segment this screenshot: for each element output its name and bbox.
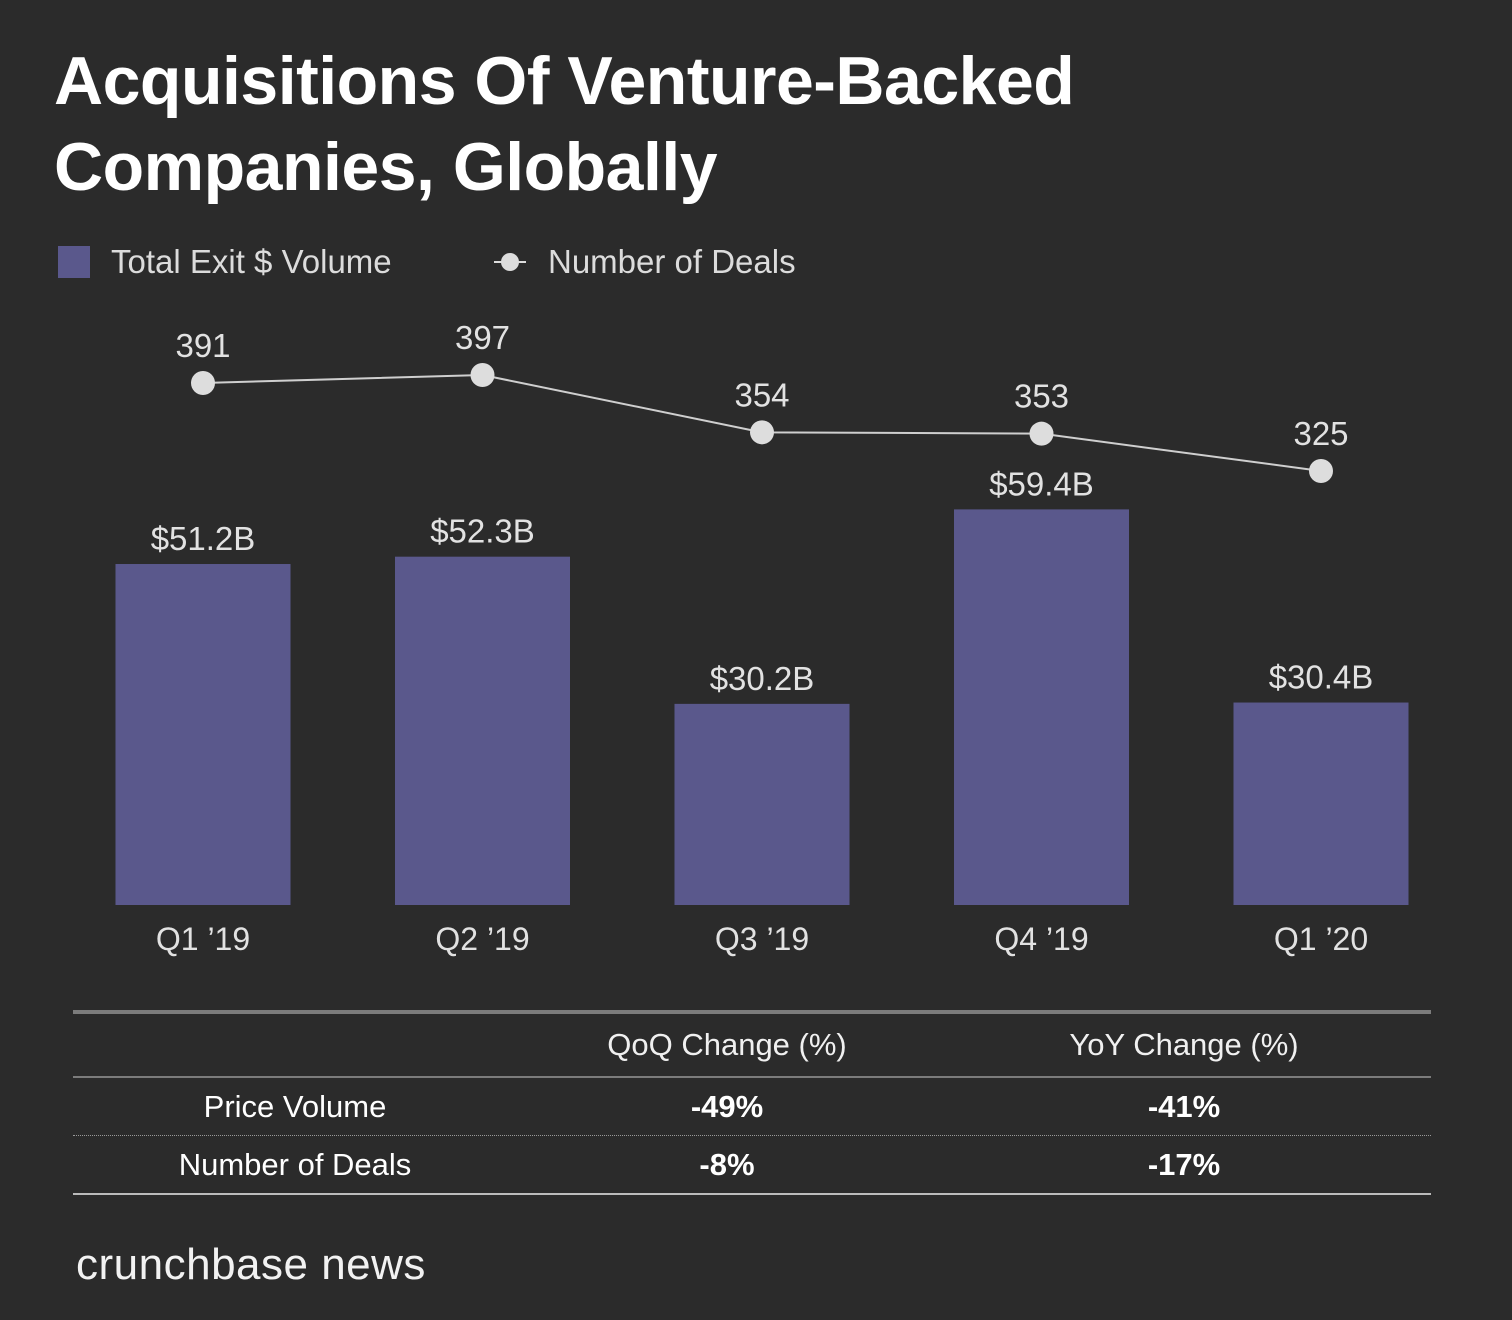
deals-value-label: 391 <box>175 327 230 364</box>
legend-line-marker-icon <box>494 246 526 278</box>
table-row: Price Volume -49% -41% <box>73 1078 1431 1136</box>
chart-title: Acquisitions Of Venture-Backed Companies… <box>54 43 1075 205</box>
yoy-value: -41% <box>1147 1088 1221 1124</box>
qoq-value: -49% <box>690 1088 764 1124</box>
bar-value-label: $30.4B <box>1269 659 1374 696</box>
x-tick-label: Q3 ’19 <box>715 921 809 957</box>
bar <box>1233 702 1409 905</box>
legend-label-deals: Number of Deals <box>548 243 796 280</box>
row-label: Price Volume <box>203 1088 387 1124</box>
deals-value-label: 397 <box>455 319 510 356</box>
bar <box>395 556 570 905</box>
x-tick-label: Q2 ’19 <box>435 921 529 957</box>
table-row: Number of Deals -8% -17% <box>73 1136 1431 1195</box>
yoy-value: -17% <box>1147 1146 1221 1182</box>
deals-value-label: 325 <box>1293 415 1348 452</box>
deals-value-label: 353 <box>1014 378 1069 415</box>
table-header-qoq: QoQ Change (%) <box>607 1027 847 1062</box>
x-tick-label: Q1 ’19 <box>156 921 250 957</box>
bar-value-label: $59.4B <box>989 465 1094 502</box>
bar <box>115 564 291 905</box>
deals-value-label: 354 <box>734 376 789 413</box>
table-header-row: QoQ Change (%) YoY Change (%) <box>73 1010 1431 1078</box>
qoq-value: -8% <box>699 1146 755 1182</box>
bar-value-label: $52.3B <box>430 513 535 550</box>
legend-swatch-bar <box>58 246 90 278</box>
deals-point <box>750 420 774 445</box>
deals-point <box>470 363 495 388</box>
legend-label-volume: Total Exit $ Volume <box>111 243 392 280</box>
chart-area: $51.2B Q1 ’19 $52.3B Q2 ’19 $30.2B Q3 ’19 $59.… <box>115 319 1409 957</box>
crunchbase-news-logo: crunchbase news <box>76 1240 426 1289</box>
table-header-yoy: YoY Change (%) <box>1069 1027 1299 1062</box>
x-tick-label: Q4 ’19 <box>994 921 1088 957</box>
bar <box>954 509 1129 905</box>
deals-point <box>1029 421 1054 446</box>
x-tick-label: Q1 ’20 <box>1274 921 1368 957</box>
bar <box>674 703 850 905</box>
deals-point <box>191 371 215 395</box>
legend-item-deals: Number of Deals <box>494 243 796 280</box>
deals-point <box>1309 458 1333 483</box>
bar-value-label: $30.2B <box>710 660 815 697</box>
change-table: QoQ Change (%) YoY Change (%) Price Volu… <box>73 1010 1431 1195</box>
bar-value-label: $51.2B <box>151 520 256 557</box>
legend-item-volume: Total Exit $ Volume <box>58 243 392 280</box>
row-label: Number of Deals <box>178 1146 412 1182</box>
